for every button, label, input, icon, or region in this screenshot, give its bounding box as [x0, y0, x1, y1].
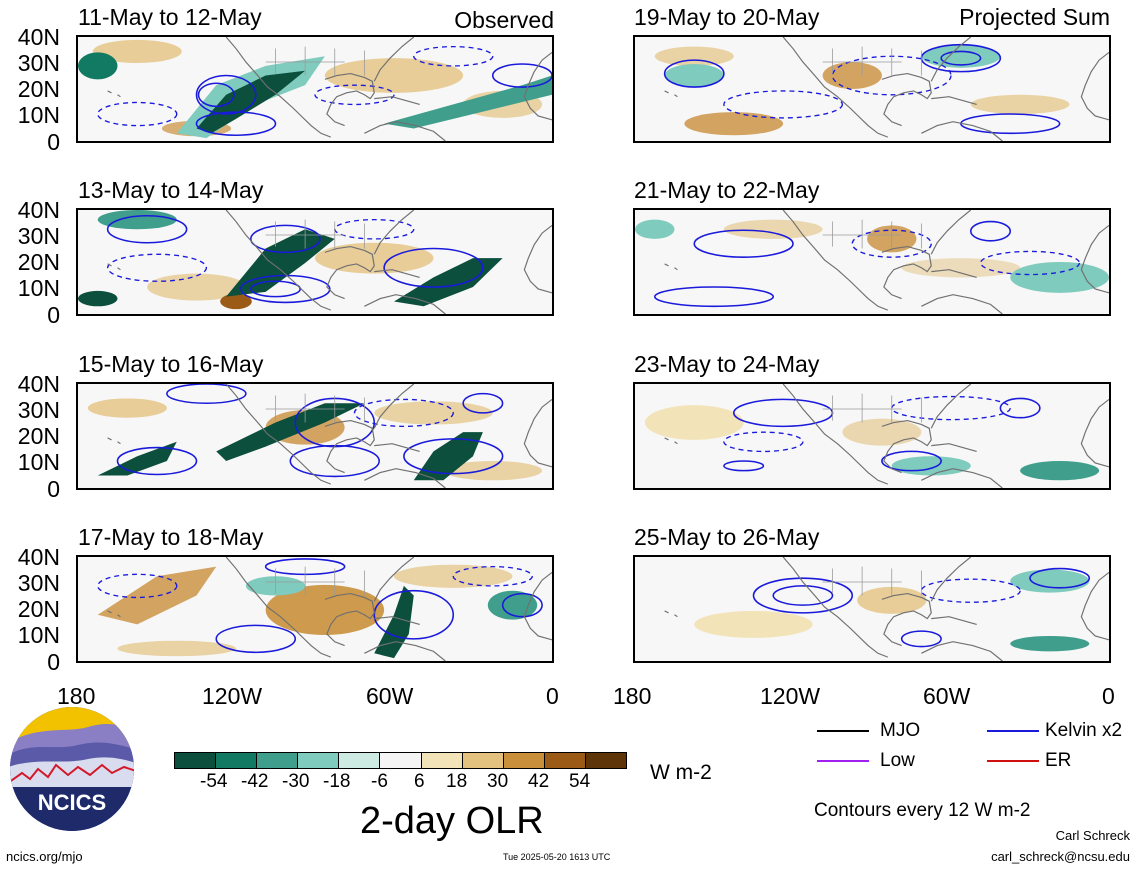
colorbar-label: 18: [446, 771, 468, 792]
y-tick-label: 0: [47, 476, 60, 502]
colorbar-label: -42: [241, 771, 269, 792]
ncics-logo: NCICS: [8, 705, 136, 833]
map-panel-projected-2: [633, 208, 1111, 316]
y-tick-label: 40N: [17, 24, 60, 50]
map-panel-projected-4: [633, 555, 1111, 663]
y-tick-label: 0: [47, 302, 60, 328]
author-email[interactable]: carl_schreck@ncsu.edu: [991, 849, 1130, 864]
map-panel-observed-4: [76, 555, 554, 663]
colorbar-label: -54: [200, 771, 228, 792]
x-tick-label: 60W: [923, 683, 971, 709]
colorbar-swatch: [174, 752, 217, 769]
y-tick-label: 20N: [17, 76, 60, 102]
legend-label-low: Low: [880, 750, 915, 771]
panel-title: 25-May to 26-May: [634, 524, 820, 550]
legend-label-er: ER: [1045, 750, 1072, 771]
x-tick-label: 0: [546, 683, 559, 709]
projected-sum-tag: Projected Sum: [959, 4, 1110, 30]
panel-title: 15-May to 16-May: [78, 351, 264, 377]
colorbar-label: 42: [528, 771, 550, 792]
y-tick-label: 20N: [17, 249, 60, 275]
legend-label-kelvin: Kelvin x2: [1045, 720, 1123, 741]
y-tick-label: 30N: [17, 223, 60, 249]
panel-title: 17-May to 18-May: [78, 524, 264, 550]
colorbar-swatch: [502, 752, 545, 769]
y-tick-label: 40N: [17, 197, 60, 223]
colorbar-swatch: [543, 752, 586, 769]
author-name: Carl Schreck: [1055, 828, 1130, 843]
colorbar-label: 54: [569, 771, 591, 792]
legend-line-low: [817, 760, 869, 762]
map-panel-observed-3: [76, 382, 554, 490]
y-tick-label: 10N: [17, 275, 60, 301]
x-tick-label: 180: [613, 683, 652, 709]
panel-title: 11-May to 12-May: [78, 4, 262, 30]
y-tick-label: 10N: [17, 102, 60, 128]
colorbar-swatch: [584, 752, 627, 769]
x-tick-label: 60W: [366, 683, 414, 709]
y-tick-label: 40N: [17, 544, 60, 570]
y-tick-label: 40N: [17, 371, 60, 397]
contour-note: Contours every 12 W m-2: [814, 800, 1031, 821]
map-panel-projected-1: [633, 35, 1111, 143]
x-tick-label: 120W: [202, 683, 263, 709]
legend-line-er: [987, 760, 1039, 762]
colorbar-swatch: [297, 752, 340, 769]
timestamp: Tue 2025-05-20 1613 UTC: [503, 852, 611, 862]
map-panel-observed-2: [76, 208, 554, 316]
observed-tag: Observed: [454, 7, 554, 33]
legend-label-mjo: MJO: [880, 720, 921, 741]
logo-text: NCICS: [38, 790, 106, 815]
colorbar-swatch: [379, 752, 422, 769]
y-tick-label: 0: [47, 129, 60, 155]
colorbar-label: 30: [487, 771, 509, 792]
y-tick-label: 30N: [17, 570, 60, 596]
colorbar-label: 6: [414, 771, 425, 792]
colorbar-swatch: [461, 752, 504, 769]
colorbar-swatch: [215, 752, 258, 769]
y-tick-label: 30N: [17, 397, 60, 423]
colorbar-label: -30: [282, 771, 310, 792]
x-tick-label: 0: [1102, 683, 1115, 709]
panel-title: 13-May to 14-May: [78, 177, 264, 203]
map-panel-observed-1: [76, 35, 554, 143]
colorbar-swatch: [256, 752, 299, 769]
colorbar-swatch: [420, 752, 463, 769]
y-tick-label: 0: [47, 649, 60, 675]
colorbar-swatch: [338, 752, 381, 769]
legend: MJO Kelvin x2 Low ER: [812, 719, 1132, 779]
panel-title: 19-May to 20-May: [634, 4, 820, 30]
colorbar-label: -6: [371, 771, 388, 792]
colorbar-title: 2-day OLR: [360, 800, 544, 842]
y-tick-label: 20N: [17, 423, 60, 449]
logo-graphic: NCICS: [10, 707, 134, 831]
colorbar: [174, 752, 627, 769]
y-tick-label: 10N: [17, 622, 60, 648]
website-link[interactable]: ncics.org/mjo: [6, 849, 83, 864]
panel-title: 21-May to 22-May: [634, 177, 820, 203]
legend-line-mjo: [817, 730, 869, 732]
colorbar-label: -18: [323, 771, 351, 792]
legend-line-kelvin: [987, 730, 1039, 732]
y-tick-label: 10N: [17, 449, 60, 475]
colorbar-units: W m-2: [650, 761, 712, 784]
x-tick-label: 180: [57, 683, 96, 709]
y-tick-label: 20N: [17, 596, 60, 622]
y-tick-label: 30N: [17, 50, 60, 76]
colorbar-labels: -54 -42 -30 -18 -6 6 18 30 42 54: [174, 772, 626, 794]
map-panel-projected-3: [633, 382, 1111, 490]
panel-title: 23-May to 24-May: [634, 351, 820, 377]
x-tick-label: 120W: [760, 683, 821, 709]
